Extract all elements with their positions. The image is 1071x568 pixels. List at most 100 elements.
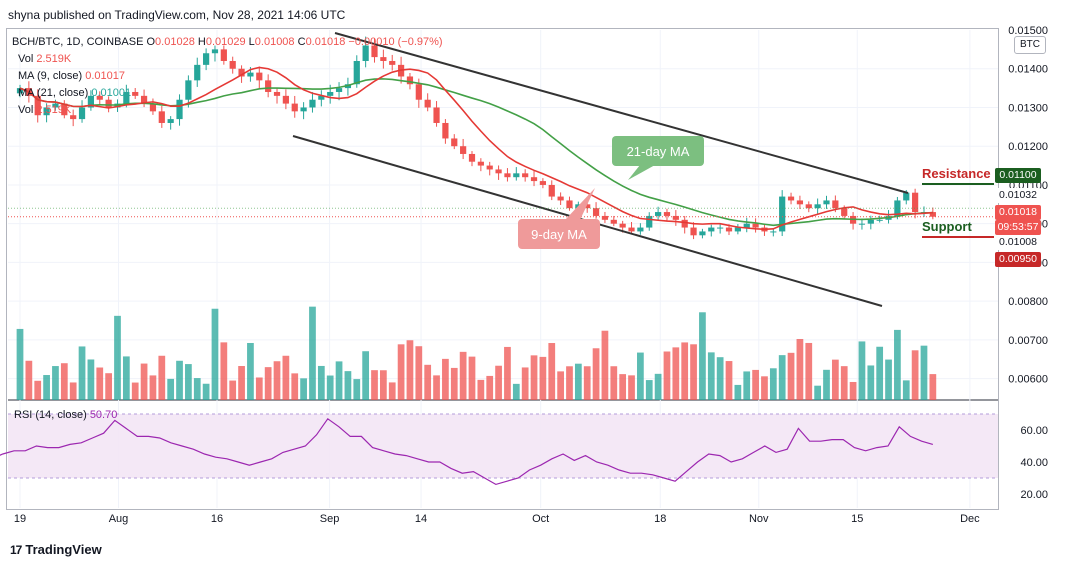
vol2-label: Vol bbox=[18, 104, 34, 116]
time-tick-label: 16 bbox=[211, 513, 223, 525]
volume-bar bbox=[264, 367, 272, 400]
candle-body bbox=[78, 107, 86, 120]
time-tick-label: Oct bbox=[532, 513, 549, 525]
volume-bar bbox=[628, 375, 635, 400]
candle-body bbox=[185, 80, 192, 100]
volume-bar bbox=[814, 385, 822, 400]
candle-body bbox=[247, 72, 254, 77]
candle-body bbox=[681, 219, 688, 228]
volume-bar bbox=[521, 367, 529, 400]
volume-bar bbox=[335, 361, 343, 400]
volume-bar bbox=[645, 380, 653, 400]
rsi-legend: RSI (14, close) 50.70 bbox=[14, 409, 117, 422]
volume-bar bbox=[167, 378, 175, 400]
candle-body bbox=[477, 161, 484, 166]
candle-body bbox=[256, 72, 263, 81]
open-label: O bbox=[146, 36, 156, 48]
volume-bar bbox=[823, 369, 830, 400]
volume-bar bbox=[920, 345, 928, 400]
volume-bar bbox=[459, 351, 467, 400]
ma21-legend: MA (21, close) 0.01001 bbox=[18, 87, 131, 100]
volume-bar bbox=[663, 351, 671, 400]
candle-body bbox=[451, 138, 458, 147]
volume-bar bbox=[849, 381, 857, 400]
chart-frame[interactable] bbox=[6, 28, 999, 510]
volume-bar bbox=[229, 380, 237, 400]
candle-body bbox=[52, 103, 59, 108]
currency-button[interactable]: BTC bbox=[1014, 36, 1046, 54]
ma21-callout-pointer bbox=[628, 165, 655, 180]
volume-bar bbox=[530, 355, 538, 400]
candle-body bbox=[371, 45, 378, 58]
candle-body bbox=[858, 223, 866, 225]
volume-bar bbox=[592, 348, 600, 400]
candle-body bbox=[672, 215, 679, 220]
candle-body bbox=[335, 88, 343, 92]
volume-bar bbox=[149, 375, 157, 400]
candle-body bbox=[779, 196, 786, 232]
volume-bar bbox=[716, 357, 724, 400]
candle-body bbox=[787, 196, 795, 201]
volume-bar bbox=[52, 366, 59, 400]
candle-body bbox=[353, 60, 360, 85]
close-value: 0.01018 bbox=[305, 36, 346, 48]
candle-body bbox=[229, 60, 236, 69]
volume-bar bbox=[415, 346, 423, 400]
volume-bar bbox=[902, 380, 910, 400]
volume-bar bbox=[247, 342, 254, 400]
ma21-callout-box bbox=[612, 136, 704, 166]
candle-body bbox=[442, 122, 449, 139]
volume-bar bbox=[734, 384, 742, 400]
rsi-line bbox=[0, 417, 934, 486]
volume-bar bbox=[406, 340, 414, 400]
open-value: 0.01028 bbox=[155, 36, 195, 48]
candle-body bbox=[291, 103, 298, 112]
price-tick-label: 0.01400 bbox=[1008, 64, 1048, 76]
volume-bar bbox=[87, 359, 95, 400]
rsi-band bbox=[8, 414, 998, 478]
candle-body bbox=[309, 99, 316, 108]
candle-body bbox=[194, 64, 201, 81]
volume-bar bbox=[238, 366, 245, 400]
volume-bar bbox=[176, 360, 183, 400]
tradingview-footer[interactable]: 17 TradingView bbox=[10, 542, 102, 557]
volume-bar bbox=[619, 374, 627, 400]
time-tick-label: 14 bbox=[415, 513, 427, 525]
candle-body bbox=[415, 84, 422, 100]
candle-body bbox=[876, 219, 883, 221]
candle-body bbox=[486, 165, 493, 170]
volume-bar bbox=[25, 360, 33, 400]
price-tick-label: 0.00600 bbox=[1008, 374, 1048, 386]
volume-bar bbox=[894, 329, 901, 400]
volume-bar bbox=[495, 365, 502, 400]
candle-body bbox=[770, 231, 777, 233]
ma9-label: MA (9, close) bbox=[18, 70, 83, 82]
candle-body bbox=[327, 91, 334, 96]
volume-bar bbox=[105, 373, 112, 400]
volume-bar bbox=[442, 358, 449, 400]
candle-body bbox=[867, 219, 874, 224]
volume-bar bbox=[388, 382, 396, 400]
volume-bar bbox=[601, 330, 609, 400]
volume-bar bbox=[654, 373, 662, 400]
volume-bar bbox=[78, 346, 86, 400]
ma21-callout-label: 21-day MA bbox=[627, 144, 690, 159]
volume-bar bbox=[362, 351, 370, 400]
ma9-callout-pointer bbox=[565, 188, 595, 220]
volume-bar bbox=[787, 352, 795, 400]
candle-body bbox=[743, 223, 750, 228]
ma21-label: MA (21, close) bbox=[18, 87, 89, 99]
volume-bar bbox=[185, 364, 192, 400]
candle-body bbox=[513, 173, 520, 178]
candle-body bbox=[203, 53, 210, 65]
price-tick-label: 0.01200 bbox=[1008, 141, 1048, 153]
volume-bar bbox=[60, 363, 68, 400]
candle-body bbox=[903, 192, 910, 201]
candle-body bbox=[380, 57, 387, 61]
volume-bar bbox=[131, 382, 139, 400]
candle-body bbox=[690, 227, 697, 236]
volume-bar bbox=[273, 361, 281, 400]
candle-body bbox=[566, 200, 573, 209]
candle-body bbox=[460, 146, 467, 154]
